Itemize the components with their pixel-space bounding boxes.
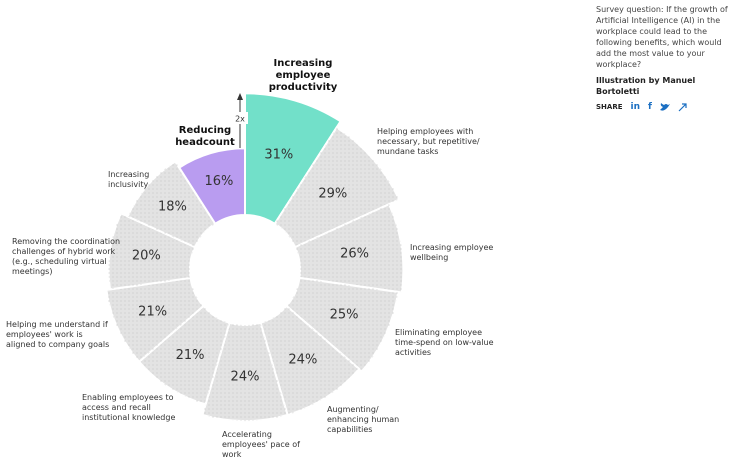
value-label: 24% <box>231 370 260 385</box>
category-label: Helping me understand if employees' work… <box>6 320 110 349</box>
category-label: Helping employees with necessary, but re… <box>377 127 480 156</box>
value-label: 16% <box>205 174 234 189</box>
share-row: SHARE in f <box>596 102 736 113</box>
segment-texture <box>108 213 195 290</box>
category-label: Reducing headcount <box>175 125 235 148</box>
category-label: Increasing employee wellbeing <box>410 243 494 262</box>
value-label: 21% <box>138 305 167 320</box>
segment-texture <box>260 306 360 415</box>
annotation-bg <box>232 112 248 124</box>
category-label: Augmenting/ enhancing human capabilities <box>327 405 400 434</box>
value-label: 24% <box>288 353 317 368</box>
segment-texture <box>274 127 400 248</box>
value-label: 20% <box>132 248 161 263</box>
segment-texture <box>295 204 404 293</box>
value-label: 25% <box>330 308 359 323</box>
segment-texture <box>286 277 399 372</box>
segment <box>177 147 246 226</box>
category-label: Increasing employee productivity <box>268 58 338 93</box>
value-label: 18% <box>158 200 187 215</box>
credit: Illustration by Manuel Bortoletti <box>596 76 696 96</box>
value-label: 21% <box>176 348 205 363</box>
segment-texture <box>106 277 204 362</box>
segment-texture <box>202 322 288 422</box>
value-label: 26% <box>340 247 369 262</box>
category-label: Accelerating employees' pace of work <box>222 430 300 459</box>
segment-texture <box>127 161 216 248</box>
share-label: SHARE <box>596 103 623 111</box>
segment <box>244 92 342 226</box>
value-label: 29% <box>318 186 347 201</box>
segment-texture <box>139 306 230 405</box>
survey-question: Survey question: If the growth of Artifi… <box>596 5 728 69</box>
annotation: 2x <box>235 115 245 124</box>
category-label: Removing the coordination challenges of … <box>12 237 121 276</box>
share-facebook[interactable]: f <box>648 102 652 112</box>
share-link[interactable] <box>678 103 687 112</box>
value-label: 31% <box>264 147 293 162</box>
category-label: Eliminating employee time-spend on low-v… <box>395 328 494 357</box>
annotation-arrowhead <box>237 93 243 100</box>
category-label: Increasing inclusivity <box>108 170 150 189</box>
category-label: Enabling employees to access and recall … <box>82 393 176 422</box>
share-linkedin[interactable]: in <box>630 102 641 112</box>
share-twitter[interactable] <box>659 103 670 112</box>
sidebar: Survey question: If the growth of Artifi… <box>596 4 736 113</box>
